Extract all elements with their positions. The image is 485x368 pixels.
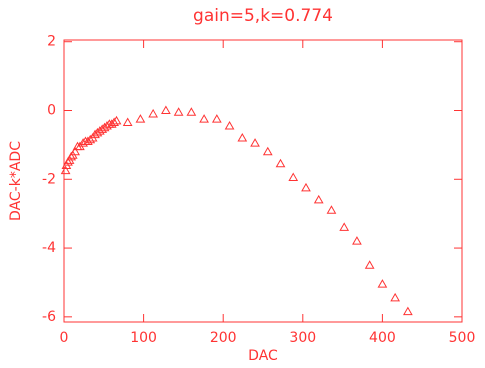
point [148,108,159,118]
point [135,114,146,123]
point [364,260,375,269]
point [339,222,350,231]
x-tick-label: 0 [60,330,69,346]
x-tick-label: 100 [130,330,157,346]
chart-title: gain=5,k=0.774 [193,6,333,26]
point [111,115,122,125]
point [403,306,413,316]
point [237,133,248,142]
point [262,146,273,156]
x-axis-label: DAC [248,348,278,364]
y-tick-label: 0 [47,103,56,119]
x-tick-label: 400 [369,330,396,346]
point [70,146,81,156]
point [301,182,311,192]
point [109,117,120,127]
point [122,117,133,127]
x-tick-label: 300 [289,330,316,346]
y-tick-label: -2 [42,171,56,187]
point [288,172,299,182]
point [186,107,197,116]
point [66,151,77,161]
point [199,114,209,123]
point [250,138,260,147]
y-tick-label: -4 [42,240,56,256]
point [377,279,388,288]
point [85,134,96,144]
point [313,194,324,204]
point [352,236,362,245]
point [390,292,400,302]
point [173,107,184,116]
plot-frame [63,39,463,323]
x-tick-label: 500 [449,330,476,346]
point [63,157,73,166]
point [211,114,222,123]
point [275,158,286,168]
x-tick-label: 200 [210,330,237,346]
y-tick-label: -6 [42,309,56,325]
y-tick-label: 2 [47,34,56,50]
point [161,105,171,114]
point [60,165,71,175]
point [224,120,235,130]
point [326,205,337,214]
y-axis-label: DAC-k*ADC [8,141,24,221]
